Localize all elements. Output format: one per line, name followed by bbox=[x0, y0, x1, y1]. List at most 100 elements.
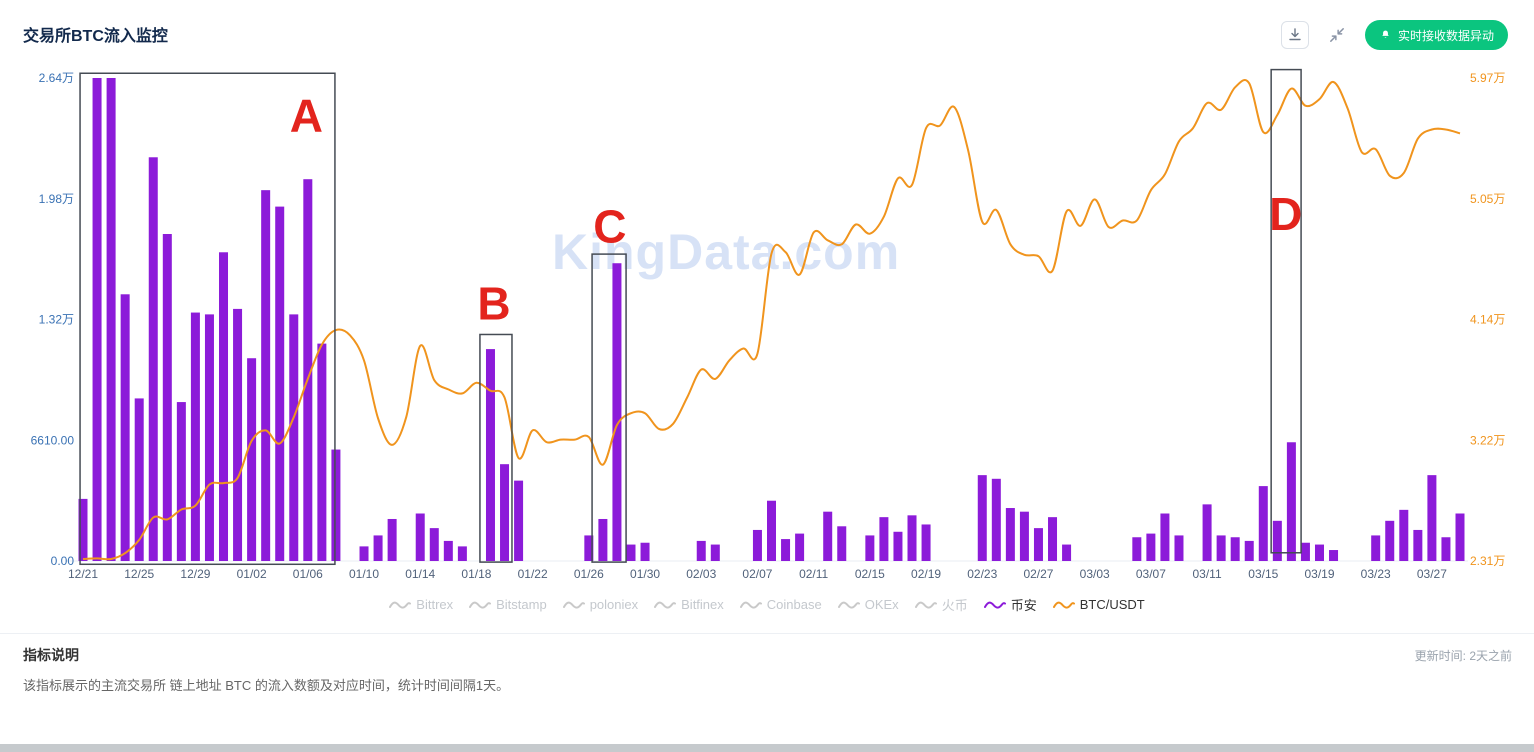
inflow-bar-12/26[interactable] bbox=[148, 157, 158, 561]
inflow-bar-02/12[interactable] bbox=[823, 511, 833, 561]
inflow-bar-02/23[interactable] bbox=[977, 475, 987, 561]
collapse-button[interactable] bbox=[1322, 21, 1351, 49]
inflow-bar-03/23[interactable] bbox=[1371, 535, 1381, 561]
inflow-bar-01/15[interactable] bbox=[429, 528, 439, 561]
inflow-bar-12/25[interactable] bbox=[134, 398, 144, 561]
legend-item-OKEx[interactable]: OKEx bbox=[837, 597, 899, 612]
inflow-bar-03/06[interactable] bbox=[1132, 537, 1142, 561]
inflow-bar-02/26[interactable] bbox=[1019, 511, 1029, 561]
legend-line-icon bbox=[983, 601, 1006, 609]
inflow-bar-03/15[interactable] bbox=[1258, 486, 1268, 561]
inflow-bar-01/27[interactable] bbox=[598, 518, 608, 561]
inflow-bar-03/26[interactable] bbox=[1413, 529, 1423, 561]
left-axis-tick: 1.32万 bbox=[39, 313, 74, 327]
legend-item-poloniex[interactable]: poloniex bbox=[562, 597, 638, 612]
indicator-description-header: 指标说明 更新时间: 2天之前 bbox=[23, 645, 1512, 665]
inflow-bar-02/07[interactable] bbox=[752, 529, 762, 561]
inflow-bar-03/13[interactable] bbox=[1230, 537, 1240, 561]
inflow-bar-01/07[interactable] bbox=[317, 343, 327, 561]
inflow-bar-12/23[interactable] bbox=[106, 78, 116, 561]
inflow-bar-02/03[interactable] bbox=[696, 540, 706, 561]
inflow-bar-03/27[interactable] bbox=[1427, 475, 1437, 561]
legend-label: OKEx bbox=[864, 597, 899, 612]
inflow-bar-03/08[interactable] bbox=[1160, 513, 1170, 561]
inflow-bar-12/21[interactable] bbox=[78, 498, 88, 561]
inflow-bar-12/30[interactable] bbox=[204, 314, 214, 561]
inflow-bar-02/09[interactable] bbox=[781, 539, 791, 561]
inflow-bar-02/25[interactable] bbox=[1005, 508, 1015, 561]
inflow-bar-02/16[interactable] bbox=[879, 517, 889, 561]
inflow-bar-01/05[interactable] bbox=[289, 314, 299, 561]
inflow-bar-03/19[interactable] bbox=[1314, 544, 1324, 561]
inflow-bar-01/19[interactable] bbox=[485, 349, 495, 561]
inflow-bar-02/19[interactable] bbox=[921, 524, 931, 561]
inflow-bar-01/29[interactable] bbox=[626, 544, 636, 561]
x-axis-tick: 02/11 bbox=[799, 567, 828, 581]
inflow-bar-01/20[interactable] bbox=[500, 464, 510, 561]
inflow-bar-02/08[interactable] bbox=[767, 500, 776, 561]
inflow-bar-02/18[interactable] bbox=[907, 515, 917, 561]
horizontal-scrollbar[interactable] bbox=[0, 744, 1534, 752]
inflow-bar-01/10[interactable] bbox=[359, 546, 369, 561]
inflow-bar-03/14[interactable] bbox=[1244, 540, 1254, 561]
inflow-bar-01/01[interactable] bbox=[233, 308, 243, 561]
inflow-bar-03/29[interactable] bbox=[1455, 513, 1465, 561]
inflow-bar-01/12[interactable] bbox=[387, 518, 397, 561]
inflow-bar-02/15[interactable] bbox=[865, 535, 875, 561]
legend-item-火币[interactable]: 火币 bbox=[914, 595, 968, 614]
inflow-bar-12/27[interactable] bbox=[162, 234, 172, 561]
inflow-bar-02/04[interactable] bbox=[710, 544, 720, 561]
right-axis-tick: 5.05万 bbox=[1470, 192, 1505, 206]
alert-subscribe-button[interactable]: 实时接收数据异动 bbox=[1364, 20, 1508, 50]
inflow-bar-02/17[interactable] bbox=[893, 531, 903, 561]
inflow-bar-01/17[interactable] bbox=[457, 546, 467, 561]
legend-item-币安[interactable]: 币安 bbox=[983, 595, 1037, 614]
inflow-bar-01/04[interactable] bbox=[275, 206, 285, 561]
inflow-bar-01/02[interactable] bbox=[247, 358, 257, 561]
inflow-bar-03/25[interactable] bbox=[1399, 509, 1409, 561]
inflow-bar-01/14[interactable] bbox=[415, 513, 425, 561]
inflow-bar-01/08[interactable] bbox=[331, 449, 341, 561]
legend-item-Bitfinex[interactable]: Bitfinex bbox=[654, 597, 724, 612]
inflow-bar-03/09[interactable] bbox=[1174, 535, 1184, 561]
legend-item-Coinbase[interactable]: Coinbase bbox=[739, 597, 822, 612]
inflow-bar-01/21[interactable] bbox=[514, 480, 524, 561]
inflow-bar-03/20[interactable] bbox=[1329, 550, 1339, 561]
inflow-bar-03/11[interactable] bbox=[1202, 504, 1212, 561]
inflow-bar-12/29[interactable] bbox=[190, 312, 200, 561]
inflow-bar-12/31[interactable] bbox=[219, 252, 229, 561]
inflow-bar-02/24[interactable] bbox=[991, 478, 1001, 561]
inflow-bar-01/16[interactable] bbox=[443, 540, 453, 561]
inflow-bar-12/22[interactable] bbox=[92, 78, 102, 561]
legend-item-BTC/USDT[interactable]: BTC/USDT bbox=[1052, 597, 1145, 612]
inflow-bar-02/13[interactable] bbox=[837, 526, 847, 561]
inflow-bar-01/03[interactable] bbox=[261, 190, 271, 562]
legend-item-Bittrex[interactable]: Bittrex bbox=[389, 597, 453, 612]
inflow-bar-03/12[interactable] bbox=[1216, 535, 1226, 561]
inflow-bar-03/07[interactable] bbox=[1146, 533, 1156, 561]
inflow-bar-03/01[interactable] bbox=[1062, 544, 1072, 561]
legend-label: Coinbase bbox=[766, 597, 822, 612]
inflow-bar-03/17[interactable] bbox=[1286, 442, 1296, 561]
inflow-bar-01/28[interactable] bbox=[612, 263, 622, 561]
inflow-chart[interactable]: 0.00 6610.00 1.32万 1.98万 2.64万 2.31万 3.22万 4.14… bbox=[0, 0, 1534, 590]
download-button[interactable] bbox=[1280, 21, 1309, 49]
inflow-bar-03/24[interactable] bbox=[1385, 520, 1395, 561]
legend-line-icon bbox=[837, 601, 860, 609]
inflow-bar-01/30[interactable] bbox=[640, 542, 650, 561]
inflow-bar-02/27[interactable] bbox=[1033, 528, 1043, 561]
legend-item-Bitstamp[interactable]: Bitstamp bbox=[469, 597, 547, 612]
inflow-bar-02/28[interactable] bbox=[1048, 517, 1058, 561]
inflow-bar-02/10[interactable] bbox=[795, 533, 805, 561]
inflow-bar-03/16[interactable] bbox=[1272, 520, 1282, 561]
inflow-bar-03/28[interactable] bbox=[1441, 537, 1451, 561]
x-axis-tick: 01/18 bbox=[461, 567, 491, 581]
inflow-bar-03/18[interactable] bbox=[1300, 542, 1310, 561]
inflow-bar-01/26[interactable] bbox=[584, 535, 594, 561]
chart-legend: Bittrex Bitstamp poloniex Bitfinex Coinbase O… bbox=[0, 595, 1534, 614]
inflow-bar-01/11[interactable] bbox=[373, 535, 383, 561]
inflow-bar-12/24[interactable] bbox=[120, 294, 130, 561]
inflow-bar-01/06[interactable] bbox=[303, 179, 313, 561]
inflow-bar-12/28[interactable] bbox=[176, 402, 186, 561]
legend-line-icon bbox=[469, 601, 492, 609]
